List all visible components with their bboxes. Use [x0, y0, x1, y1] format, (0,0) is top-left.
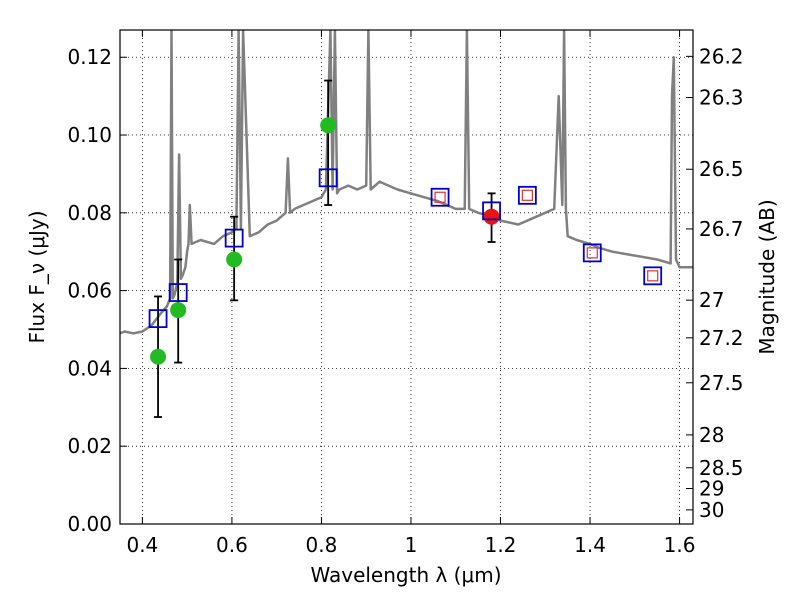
plot-area [120, 30, 693, 418]
model-photometry-box [318, 168, 338, 188]
magnitude-tick-label: 29 [699, 477, 724, 501]
magnitude-tick-label: 27 [699, 288, 724, 312]
model-photometry-box [582, 243, 602, 263]
model-photometry-box [148, 309, 168, 329]
x-axis-title: Wavelength λ (μm) [310, 563, 501, 587]
x-tick-label: 0.8 [306, 533, 338, 557]
plot-background [120, 30, 693, 524]
magnitude-tick-label: 28.5 [699, 456, 744, 480]
y-tick-label: 0.00 [67, 512, 112, 536]
y-tick-label: 0.04 [67, 356, 112, 380]
model-photometry-box [643, 266, 663, 286]
magnitude-tick-label: 26.3 [699, 85, 744, 109]
y-axis-title: Flux F_ν (μJy) [25, 210, 49, 343]
observed-point [320, 117, 337, 134]
model-photometry-box [517, 185, 537, 205]
x-tick-label: 0.6 [216, 533, 248, 557]
magnitude-tick-label: 26.5 [699, 157, 744, 181]
x-tick-label: 1 [405, 533, 418, 557]
model-spectrum-line [120, 30, 693, 335]
model-photometry-box [224, 228, 244, 248]
model-photometry-inner-box [434, 191, 446, 203]
observed-point [150, 348, 167, 365]
model-photometry-boxes [148, 168, 663, 329]
magnitude-tick-label: 26.2 [699, 44, 744, 68]
model-photometry-inner-box [521, 189, 533, 201]
magnitude-tick-label: 26.7 [699, 217, 744, 241]
model-photometry-box [168, 283, 188, 302]
x-tick-label: 1.4 [574, 533, 606, 557]
y-tick-label: 0.06 [67, 279, 112, 303]
x-tick-label: 0.4 [126, 533, 158, 557]
x-tick-label: 1.6 [664, 533, 696, 557]
model-photometry-box [482, 201, 501, 221]
model-photometry-box [430, 187, 450, 207]
y-tick-label: 0.08 [67, 201, 112, 225]
magnitude-tick-label: 28 [699, 423, 724, 447]
y-tick-label: 0.12 [67, 45, 112, 69]
y-tick-label: 0.10 [67, 123, 112, 147]
magnitude-tick-label: 27.2 [699, 326, 744, 350]
observed-points [150, 117, 500, 365]
x-tick-label: 1.2 [485, 533, 517, 557]
model-photometry-inner-box [647, 270, 659, 282]
magnitude-tick-label: 30 [699, 498, 724, 522]
plot-frame [119, 29, 694, 525]
observed-point [170, 302, 187, 319]
y-axis-ticks: 0.00 0.02 0.04 0.06 0.08 0.10 0.12 [67, 45, 127, 536]
x-axis-ticks: 0.4 0.6 0.8 1 1.2 1.4 1.6 [126, 30, 695, 557]
magnitude-axis-title: Magnitude (AB) [755, 199, 779, 354]
observed-point [226, 251, 243, 268]
y-tick-label: 0.02 [67, 434, 112, 458]
observed-point [483, 208, 500, 225]
model-photometry-inner-box [586, 247, 598, 259]
magnitude-tick-label: 27.5 [699, 371, 744, 395]
